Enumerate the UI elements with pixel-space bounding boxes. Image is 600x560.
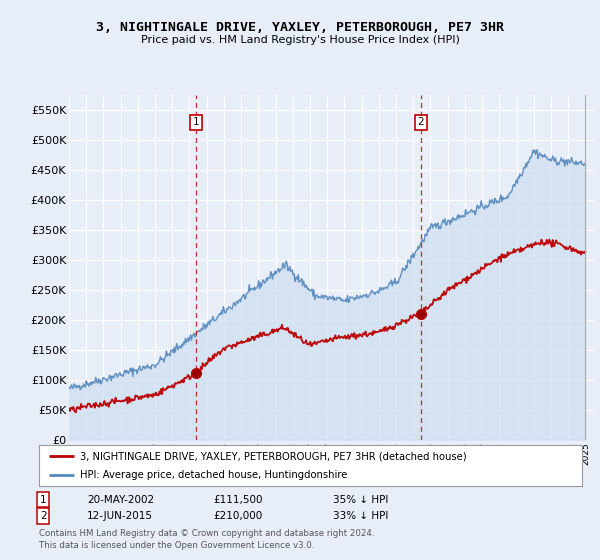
Text: 33% ↓ HPI: 33% ↓ HPI [333, 511, 388, 521]
Text: Price paid vs. HM Land Registry's House Price Index (HPI): Price paid vs. HM Land Registry's House … [140, 35, 460, 45]
Text: 20-MAY-2002: 20-MAY-2002 [87, 494, 154, 505]
Text: 3, NIGHTINGALE DRIVE, YAXLEY, PETERBOROUGH, PE7 3HR: 3, NIGHTINGALE DRIVE, YAXLEY, PETERBOROU… [96, 21, 504, 34]
Text: 12-JUN-2015: 12-JUN-2015 [87, 511, 153, 521]
Text: HPI: Average price, detached house, Huntingdonshire: HPI: Average price, detached house, Hunt… [80, 470, 347, 479]
Text: £111,500: £111,500 [213, 494, 263, 505]
Text: Contains HM Land Registry data © Crown copyright and database right 2024.: Contains HM Land Registry data © Crown c… [39, 530, 374, 539]
Text: 2: 2 [40, 511, 47, 521]
Text: 1: 1 [193, 117, 199, 127]
Text: 3, NIGHTINGALE DRIVE, YAXLEY, PETERBOROUGH, PE7 3HR (detached house): 3, NIGHTINGALE DRIVE, YAXLEY, PETERBOROU… [80, 451, 466, 461]
Text: 1: 1 [40, 494, 47, 505]
Text: £210,000: £210,000 [213, 511, 262, 521]
Text: This data is licensed under the Open Government Licence v3.0.: This data is licensed under the Open Gov… [39, 541, 314, 550]
Text: 35% ↓ HPI: 35% ↓ HPI [333, 494, 388, 505]
Text: 2: 2 [418, 117, 424, 127]
